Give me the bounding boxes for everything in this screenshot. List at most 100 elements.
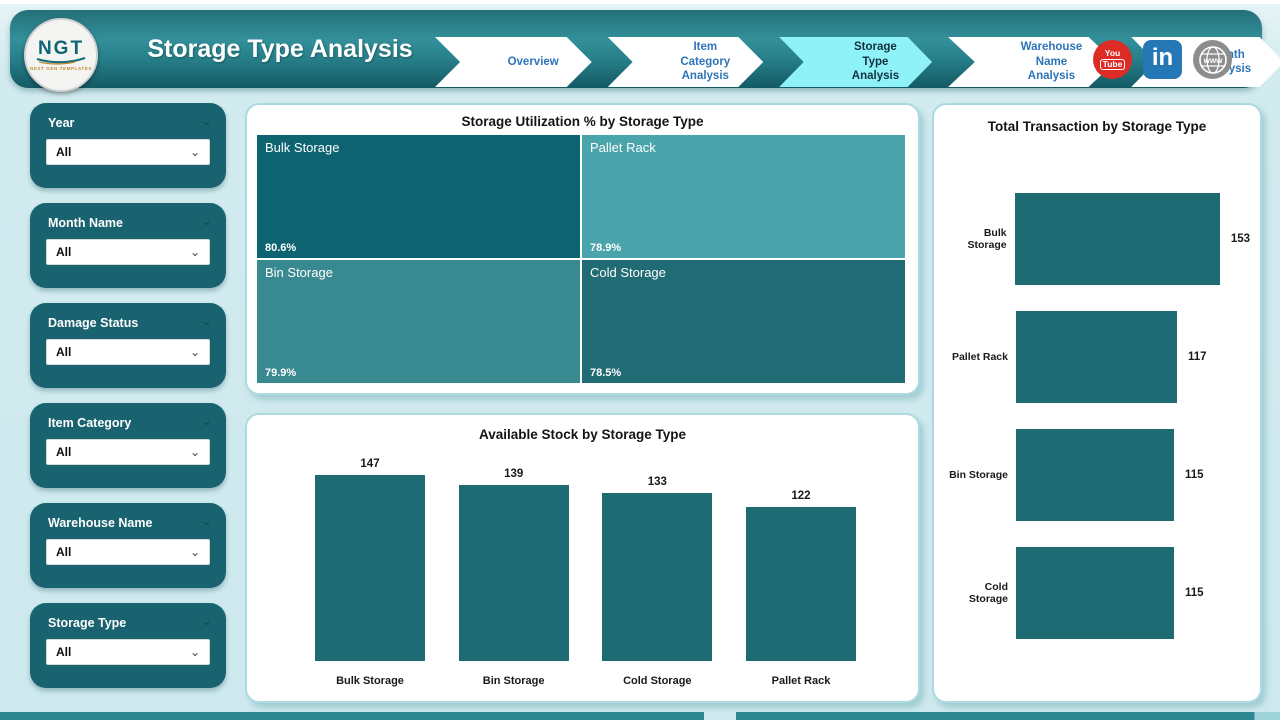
tile-value: 80.6%: [265, 242, 297, 254]
nav-arrow-label: Storage Type Analysis: [851, 41, 900, 83]
nav-arrow-overview[interactable]: Overview: [435, 37, 592, 87]
filter-card-item-category: Item Category ⌄ All ⌄: [30, 403, 226, 488]
chevron-down-icon: ⌄: [189, 145, 200, 159]
filter-selected-value: All: [56, 645, 72, 659]
storage-utilization-card: Storage Utilization % by Storage Type Bu…: [245, 103, 920, 395]
hbar-bulk-storage[interactable]: [1014, 193, 1220, 285]
tile-value: 78.9%: [590, 242, 622, 254]
bottom-strip: [0, 712, 1280, 720]
youtube-label-2: Tube: [1099, 59, 1126, 70]
filter-dropdown-storage-type[interactable]: All ⌄: [46, 639, 210, 665]
nav-arrow-item-category-analysis[interactable]: Item Category Analysis: [607, 37, 764, 87]
bar-slot-bin-storage: 139: [458, 455, 569, 661]
hbar-value-label: 153: [1230, 233, 1250, 245]
ngt-logo[interactable]: NGT NEXT GEN TEMPLATES: [24, 18, 98, 92]
hbar-value-label: 117: [1188, 351, 1207, 363]
bar-bin-storage[interactable]: [458, 485, 569, 661]
filter-dropdown-warehouse-name[interactable]: All ⌄: [46, 539, 210, 565]
hbar-cold-storage[interactable]: [1016, 547, 1174, 639]
hbar-bin-storage[interactable]: [1016, 429, 1174, 521]
filter-label: Month Name: [48, 216, 123, 230]
nav-arrow-storage-type-analysis[interactable]: Storage Type Analysis: [779, 37, 933, 87]
chart-title: Total Transaction by Storage Type: [987, 119, 1207, 134]
filter-dropdown-month-name[interactable]: All ⌄: [46, 239, 210, 265]
bar-pallet-rack[interactable]: [745, 507, 856, 661]
filter-card-damage-status: Damage Status ⌄ All ⌄: [30, 303, 226, 388]
bar-category-label: Bin Storage: [482, 675, 545, 687]
filter-label: Storage Type: [48, 616, 127, 630]
hbar-row-bulk-storage: Bulk Storage 153: [946, 193, 1250, 285]
filter-dropdown-year[interactable]: All ⌄: [46, 139, 210, 165]
linkedin-icon[interactable]: in: [1143, 40, 1182, 79]
globe-glyph: www: [1198, 45, 1227, 74]
treemap: Bulk Storage 80.6% Pallet Rack 78.9% Bin Sto…: [257, 135, 905, 383]
filter-card-warehouse-name: Warehouse Name ⌄ All ⌄: [30, 503, 226, 588]
nav-arrow-label: Overview: [507, 55, 559, 68]
bar-bulk-storage[interactable]: [315, 475, 425, 661]
treemap-tile-bulk-storage[interactable]: Bulk Storage 80.6%: [257, 135, 580, 258]
tile-label: Pallet Rack: [590, 140, 656, 155]
website-globe-icon[interactable]: www: [1193, 40, 1232, 79]
filter-label: Damage Status: [48, 316, 139, 330]
tile-value: 78.5%: [590, 367, 622, 379]
tile-label: Cold Storage: [590, 265, 666, 280]
bar-category-label: Cold Storage: [623, 675, 692, 687]
chevron-down-icon[interactable]: ⌄: [201, 213, 212, 228]
bar-category-axis: Bulk Storage Bin Storage Cold Storage Palle…: [315, 675, 856, 687]
filter-selected-value: All: [56, 345, 72, 359]
filter-dropdown-damage-status[interactable]: All ⌄: [46, 339, 210, 365]
bar-value-label: 133: [647, 476, 667, 488]
bar-category-label: Bulk Storage: [336, 675, 404, 687]
chart-title: Available Stock by Storage Type: [478, 427, 687, 442]
chevron-down-icon[interactable]: ⌄: [201, 313, 212, 328]
youtube-icon[interactable]: You Tube: [1093, 40, 1132, 79]
chart-title: Storage Utilization % by Storage Type: [461, 114, 704, 129]
tile-label: Bulk Storage: [265, 140, 340, 155]
chevron-down-icon[interactable]: ⌄: [201, 413, 212, 428]
filter-label: Warehouse Name: [48, 516, 153, 530]
chevron-down-icon: ⌄: [189, 245, 200, 259]
hbar-rows: Bulk Storage 153 Pallet Rack 117 Bin Storage…: [946, 193, 1250, 665]
hbar-category-label: Bulk Storage: [967, 227, 1007, 251]
youtube-label: You: [1104, 48, 1121, 58]
treemap-tile-pallet-rack[interactable]: Pallet Rack 78.9%: [582, 135, 905, 258]
linkedin-label: in: [1151, 43, 1174, 71]
filter-selected-value: All: [56, 145, 72, 159]
header-banner: NGT NEXT GEN TEMPLATES Storage Type Anal…: [10, 10, 1280, 92]
nav-arrow-label: Warehouse Name Analysis: [1020, 41, 1083, 83]
filters-sidebar: Year ⌄ All ⌄ Month Name ⌄ All ⌄ Damage Status ⌄ Al…: [30, 103, 226, 703]
chevron-down-icon: ⌄: [189, 545, 200, 559]
chevron-down-icon[interactable]: ⌄: [201, 613, 212, 628]
chevron-down-icon: ⌄: [189, 645, 200, 659]
hbar-category-label: Pallet Rack: [951, 351, 1008, 363]
hbar-value-label: 115: [1185, 469, 1204, 481]
hbar-row-bin-storage: Bin Storage 115: [946, 429, 1250, 521]
treemap-tile-cold-storage[interactable]: Cold Storage 78.5%: [582, 260, 905, 383]
social-icons: You Tube in www: [1093, 40, 1232, 79]
bar-cold-storage[interactable]: [602, 493, 713, 661]
nav-arrow-warehouse-name-analysis[interactable]: Warehouse Name Analysis: [948, 37, 1116, 87]
treemap-tile-bin-storage[interactable]: Bin Storage 79.9%: [257, 260, 580, 383]
svg-text:www: www: [1202, 56, 1222, 65]
filter-dropdown-item-category[interactable]: All ⌄: [46, 439, 210, 465]
hbar-pallet-rack[interactable]: [1016, 311, 1177, 403]
filter-label: Item Category: [48, 416, 132, 430]
filter-label: Year: [48, 116, 75, 130]
chevron-down-icon: ⌄: [189, 345, 200, 359]
filter-selected-value: All: [56, 445, 72, 459]
filter-card-storage-type: Storage Type ⌄ All ⌄: [30, 603, 226, 688]
chevron-down-icon[interactable]: ⌄: [201, 513, 212, 528]
hbar-row-pallet-rack: Pallet Rack 117: [946, 311, 1250, 403]
logo-swoosh-icon: [36, 56, 86, 65]
page-title: Storage Type Analysis: [147, 34, 413, 63]
chevron-down-icon[interactable]: ⌄: [201, 113, 212, 128]
hbar-row-cold-storage: Cold Storage 115: [946, 547, 1250, 639]
available-stock-card: Available Stock by Storage Type 147 139 13…: [245, 413, 920, 703]
hbar-category-label: Bin Storage: [949, 469, 1008, 481]
nav-arrows: Overview Item Category Analysis Storage Ty…: [435, 37, 1280, 87]
bar-category-label: Pallet Rack: [771, 675, 831, 687]
filter-card-year: Year ⌄ All ⌄: [30, 103, 226, 188]
bar-plot: 147 139 133 122: [315, 455, 856, 661]
bar-value-label: 139: [504, 468, 524, 480]
bar-value-label: 122: [791, 490, 811, 502]
